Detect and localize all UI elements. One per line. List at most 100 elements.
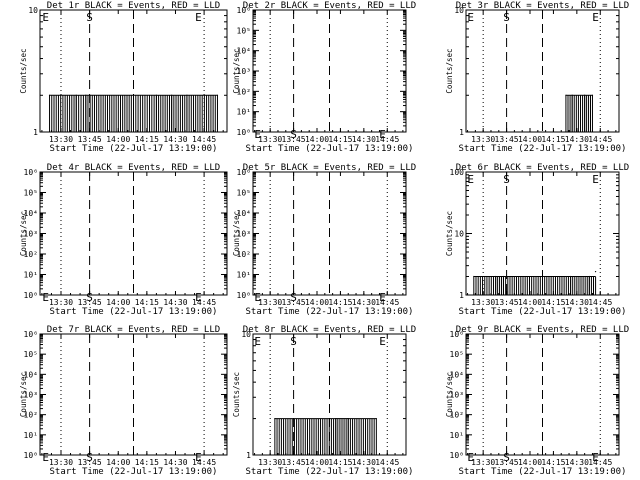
x-tick-label: 14:30 <box>163 135 187 144</box>
x-tick-label: 14:45 <box>375 458 399 467</box>
x-tick-label: 14:00 <box>305 298 329 307</box>
y-tick-label: 10⁴ <box>24 370 38 379</box>
x-tick-label: 13:30 <box>258 135 282 144</box>
x-axis-label: Start Time (22-Jul-17 13:19:00) <box>246 144 414 154</box>
panel-4: Det 4r BLACK = Events, RED = LLD 13:30 13:… <box>19 163 228 317</box>
y-tick-label: 10 <box>454 6 464 15</box>
x-tick-label: 14:30 <box>352 135 376 144</box>
y-tick-label: 10⁵ <box>237 26 251 35</box>
x-tick-label: 13:45 <box>78 298 102 307</box>
y-tick-label: 10⁰ <box>450 451 464 460</box>
x-tick-label: 14:00 <box>518 135 542 144</box>
data-point <box>171 94 173 96</box>
panel-title: Det 6r BLACK = Events, RED = LLD <box>456 163 629 173</box>
x-tick-label: 14:30 <box>565 135 589 144</box>
x-tick-label: 14:30 <box>352 458 376 467</box>
panel-title: Det 3r BLACK = Events, RED = LLD <box>456 1 629 11</box>
data-point <box>588 275 590 278</box>
x-tick-label: 14:15 <box>541 458 565 467</box>
data-point <box>274 417 276 420</box>
time-marker-e: E <box>592 173 599 186</box>
x-axis-label: Start Time (22-Jul-17 13:19:00) <box>246 467 414 477</box>
x-tick-label: 13:30 <box>258 298 282 307</box>
data-point <box>155 94 157 96</box>
x-tick-label: 13:45 <box>495 298 519 307</box>
x-tick-label: 13:30 <box>49 298 73 307</box>
x-tick-label: 13:45 <box>78 135 102 144</box>
x-tick-label: 13:45 <box>282 298 306 307</box>
y-tick-label: 10 <box>28 6 38 15</box>
x-tick-label: 14:15 <box>328 135 352 144</box>
panel-1: Det 1r BLACK = Events, RED = LLD 13:30 13:… <box>19 1 228 154</box>
data-point <box>570 275 572 278</box>
y-tick-label: 10⁰ <box>237 128 251 137</box>
panel-2: Det 2r BLACK = Events, RED = LLD 13:30 13:… <box>232 1 416 154</box>
time-marker-e: E <box>379 335 386 348</box>
y-tick-label: 10² <box>24 411 38 420</box>
x-tick-label: 13:30 <box>258 458 282 467</box>
time-marker-e: E <box>467 173 474 186</box>
y-axis-label: Counts/sec <box>19 48 28 93</box>
time-marker-e: E <box>42 291 49 304</box>
data-point <box>502 275 505 278</box>
x-tick-label: 13:45 <box>495 135 519 144</box>
panel-8: Det 8r BLACK = Events, RED = LLD 13:30 13:… <box>232 325 416 477</box>
panel-3: Det 3r BLACK = Events, RED = LLD 13:30 13:… <box>445 1 629 154</box>
x-tick-label: 14:45 <box>588 458 612 467</box>
time-marker-e: E <box>254 291 261 304</box>
time-marker-e: E <box>195 11 202 24</box>
data-point <box>335 417 337 420</box>
panel-title: Det 4r BLACK = Events, RED = LLD <box>47 163 220 173</box>
y-tick-label: 10² <box>237 87 251 96</box>
y-tick-label: 10⁰ <box>24 451 38 460</box>
x-tick-label: 14:45 <box>375 298 399 307</box>
y-tick-label: 100 <box>450 168 465 177</box>
data-point <box>85 94 87 96</box>
panel-7: Det 7r BLACK = Events, RED = LLD 13:30 13:… <box>19 325 228 477</box>
data-point <box>571 94 573 96</box>
y-tick-label: 10³ <box>450 391 464 400</box>
y-tick-label: 10⁵ <box>24 189 38 198</box>
x-tick-label: 14:30 <box>352 298 376 307</box>
y-tick-label: 10⁶ <box>24 168 38 177</box>
y-tick-label: 10⁶ <box>237 168 251 177</box>
x-tick-label: 14:00 <box>518 298 542 307</box>
y-tick-label: 10⁴ <box>24 209 38 218</box>
y-axis-label: Counts/sec <box>19 372 28 417</box>
x-axis-label: Start Time (22-Jul-17 13:19:00) <box>50 467 218 477</box>
y-tick-label: 10 <box>454 230 464 239</box>
y-axis-label: Counts/sec <box>232 48 241 93</box>
x-tick-label: 14:15 <box>541 135 565 144</box>
y-tick-label: 10⁰ <box>237 291 251 300</box>
data-point <box>591 94 594 96</box>
x-tick-label: 13:30 <box>49 458 73 467</box>
y-tick-label: 10² <box>450 411 464 420</box>
y-tick-label: 10⁶ <box>237 6 251 15</box>
x-tick-label: 14:00 <box>518 458 542 467</box>
x-tick-label: 14:15 <box>541 298 565 307</box>
x-tick-label: 13:45 <box>282 135 306 144</box>
x-tick-label: 14:45 <box>192 298 216 307</box>
x-tick-label: 14:30 <box>565 298 589 307</box>
data-point <box>473 275 475 278</box>
data-point <box>48 94 51 96</box>
panel-title: Det 7r BLACK = Events, RED = LLD <box>47 325 220 335</box>
x-tick-label: 14:15 <box>135 298 159 307</box>
y-axis-label: Counts/sec <box>445 48 454 93</box>
y-tick-label: 10⁴ <box>237 47 251 56</box>
x-axis-label: Start Time (22-Jul-17 13:19:00) <box>459 144 627 154</box>
x-tick-label: 13:45 <box>78 458 102 467</box>
x-tick-label: 14:45 <box>192 135 216 144</box>
x-tick-label: 14:00 <box>106 458 130 467</box>
time-marker-e: E <box>379 128 386 141</box>
y-tick-label: 10⁴ <box>450 370 464 379</box>
data-point <box>584 94 586 96</box>
data-point <box>541 275 544 278</box>
time-marker-e: E <box>42 451 49 464</box>
panel-title: Det 9r BLACK = Events, RED = LLD <box>456 325 629 335</box>
x-tick-label: 14:15 <box>328 298 352 307</box>
x-tick-label: 14:15 <box>135 458 159 467</box>
x-tick-label: 13:30 <box>471 458 495 467</box>
data-point <box>132 94 135 96</box>
time-marker-e: E <box>592 451 599 464</box>
